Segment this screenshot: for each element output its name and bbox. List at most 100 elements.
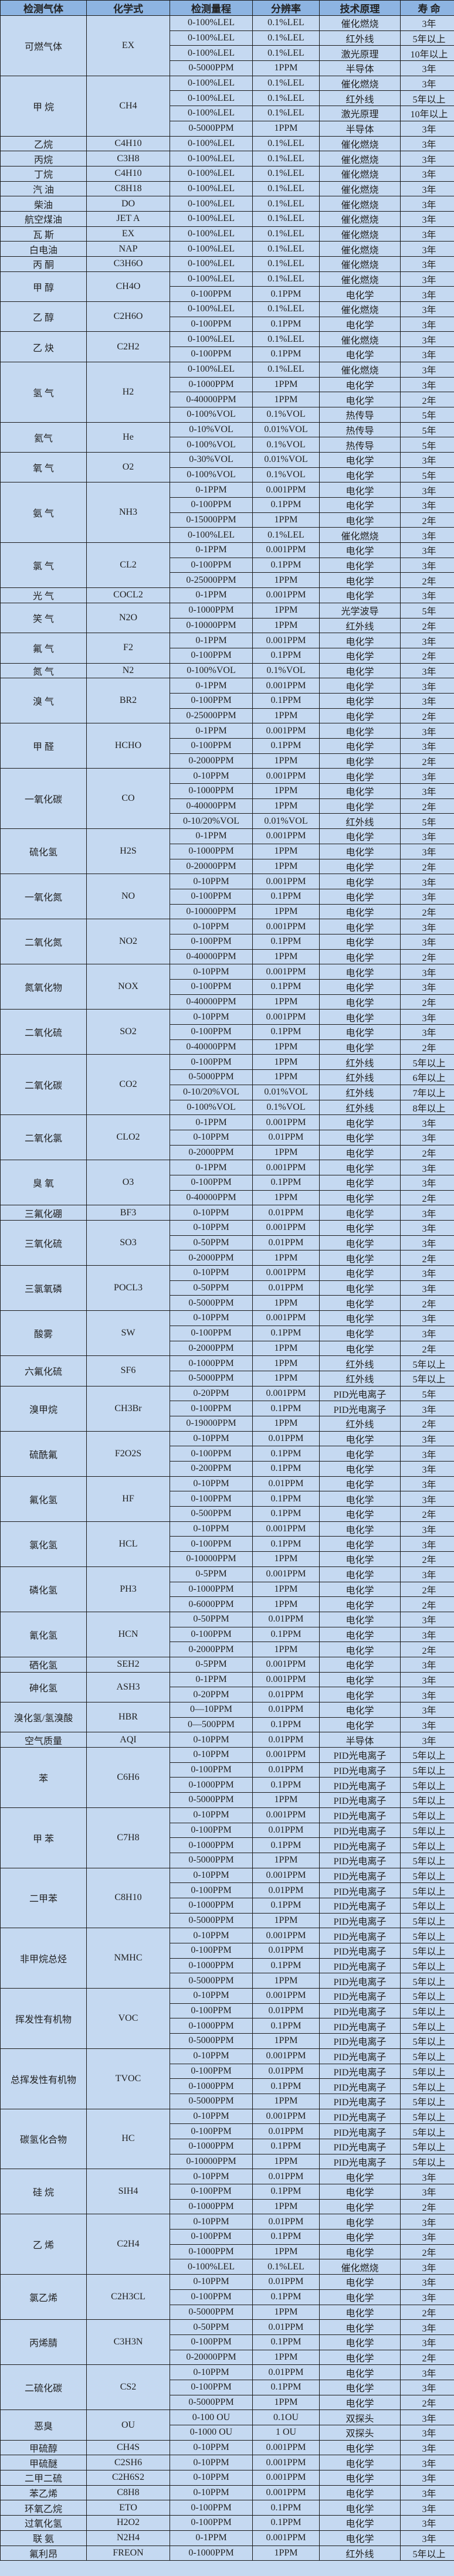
gas-name-cell: 丙烯腈 [0,2319,87,2366]
principle-cell: PID光电离子 [319,1792,401,1808]
formula-cell: CO2 [86,1054,170,1116]
principle-cell: 电化学 [319,2379,401,2395]
table-row: 0-5000PPM 1PPM 半导体 3年 [1,60,454,76]
lifespan-cell: 3年 [400,316,454,332]
range-cell: 0-100PPM [170,2184,253,2200]
range-cell: 0-10PPM [170,1430,253,1447]
range-cell: 0-1PPM [170,633,253,648]
resolution-cell: 1PPM [252,1250,320,1266]
principle-cell: 电化学 [319,798,401,814]
resolution-cell: 0.01PPM [252,1732,320,1748]
principle-cell: 电化学 [319,2289,401,2305]
resolution-cell: 0.001PPM [252,1220,320,1236]
table-row: 氰化氢 HCN 0-50PPM 0.01PPM 电化学 3年 [0,1611,454,1657]
resolution-cell: 0.1PPM [252,2379,320,2395]
gas-name-cell: 酸雾 [0,1310,87,1357]
lifespan-cell: 2年 [400,1295,454,1311]
formula-cell: EX [86,226,170,242]
range-cell: 0-100PPM [170,2379,253,2395]
principle-cell: 催化燃烧 [319,210,401,227]
lifespan-cell: 3年 [400,2334,454,2350]
table-row: 0-10/20%VOL 0.01%VOL 红外线 7年以上 [1,1084,454,1100]
lifespan-cell: 3年 [400,1687,454,1702]
principle-cell: 电化学 [319,1521,401,1537]
range-cell: 0-100PPM [170,316,253,332]
range-cell: 0-10000PPM [170,2153,253,2170]
resolution-cell: 0.001PPM [252,633,320,648]
principle-cell: 电化学 [319,1671,401,1688]
resolution-cell: 0.01PPM [252,1430,320,1447]
range-cell: 0-5PPM [170,1566,253,1582]
resolution-cell: 1PPM [252,1581,320,1598]
principle-cell: 电化学 [319,738,401,754]
resolution-cell: 1PPM [252,858,320,875]
gas-name-cell: 氟化氢 [0,1476,87,1522]
principle-cell: PID光电离子 [319,2033,401,2049]
lifespan-cell: 5年以上 [400,2033,454,2049]
lifespan-cell: 3年 [400,542,454,558]
formula-cell: C2H2 [86,331,170,362]
principle-cell: 红外线 [319,90,401,107]
table-row: 0-100PPM 0.1PPM 电化学 3年 [1,979,454,995]
gas-name-cell: 总挥发性有机物 [0,2048,87,2109]
table-row: 空气质量 AQI 0-10PPM 0.01PPM 半导体 3年 [0,1732,454,1748]
range-cell: 0-5000PPM [170,1370,253,1386]
resolution-cell: 1PPM [252,1792,320,1808]
lifespan-cell: 5年以上 [400,2545,454,2561]
table-row: 0-40000PPM 1PPM 电化学 2年 [1,1039,454,1055]
resolution-cell: 0.1%LEL [252,210,320,227]
range-cell: 0-10PPM [170,1928,253,1943]
range-cell: 0-5000PPM [170,1973,253,1989]
table-row: 碳氢化合物 HC 0-10PPM 0.001PPM PID光电离子 5年以上 [0,2108,454,2170]
lifespan-cell: 3年 [400,1717,454,1733]
resolution-cell: 0.1PPM [252,979,320,995]
range-cell: 0-100%LEL [170,241,253,257]
table-row: 0-2000PPM 1PPM 电化学 2年 [1,753,454,769]
table-row: 0-5000PPM 1PPM PID光电离子 5年以上 [1,1973,454,1989]
table-row: 氟利昂 FREON 0-1000PPM 1PPM 红外线 5年以上 [0,2545,454,2561]
table-row: 0-1000PPM 1PPM 电化学 2年 [1,1581,454,1598]
table-row: 乙 烯 C2H4 0-10PPM 0.01PPM 电化学 3年 [0,2214,454,2275]
formula-cell: C7H8 [86,1807,170,1868]
formula-cell: SEH2 [86,1656,170,1673]
resolution-cell: 0.001PPM [252,964,320,980]
resolution-cell: 0.001PPM [252,2485,320,2501]
range-cell: 0-10PPM [170,1521,253,1537]
resolution-cell: 1PPM [252,1144,320,1161]
principle-cell: 催化燃烧 [319,527,401,543]
principle-cell: 电化学 [319,888,401,905]
formula-cell: DO [86,196,170,212]
lifespan-cell: 3年 [400,361,454,378]
gas-name-cell: 空气质量 [0,1732,87,1748]
lifespan-cell: 3年 [400,120,454,137]
table-row: 丙 酮 C3H6O 0-100%LEL 0.1%LEL 催化燃烧 3年 [0,256,454,272]
table-row: 0-100PPM 0.1PPM 电化学 3年 [1,1626,454,1643]
gas-name-cell: 乙 醇 [0,301,87,332]
table-row: 氨 气 NH3 0-1PPM 0.001PPM 电化学 3年 [0,482,454,543]
header-lifespan: 寿 命 [400,0,454,16]
resolution-cell: 0.001PPM [252,1656,320,1673]
range-cell: 0-100PPM [170,1054,253,1070]
resolution-cell: 0.01%VOL [252,1084,320,1100]
principle-cell: 红外线 [319,1355,401,1371]
range-cell: 0-10PPM [170,874,253,889]
lifespan-cell: 3年 [400,2515,454,2531]
resolution-cell: 0.1PPM [252,2289,320,2305]
table-row: 0-5000PPM 1PPM PID光电离子 5年以上 [1,1912,454,1929]
range-cell: 0-5000PPM [170,2033,253,2049]
lifespan-cell: 3年 [400,135,454,152]
principle-cell: 电化学 [319,1220,401,1236]
principle-cell: PID光电离子 [319,1882,401,1898]
resolution-cell: 0.001PPM [252,2439,320,2456]
gas-name-cell: 柴油 [0,196,87,212]
table-row: 0-5000PPM 1PPM 半导体 3年 [1,120,454,137]
gas-name-cell: 恶臭 [0,2410,87,2441]
lifespan-cell: 3年 [400,1009,454,1025]
lifespan-cell: 5年以上 [400,1762,454,1778]
principle-cell: 电化学 [319,692,401,709]
range-cell: 0-100%LEL [170,106,253,121]
range-cell: 0-10/20%VOL [170,813,253,830]
lifespan-cell: 5年以上 [400,2123,454,2139]
range-cell: 0-100%LEL [170,45,253,62]
lifespan-cell: 2年 [400,512,454,528]
